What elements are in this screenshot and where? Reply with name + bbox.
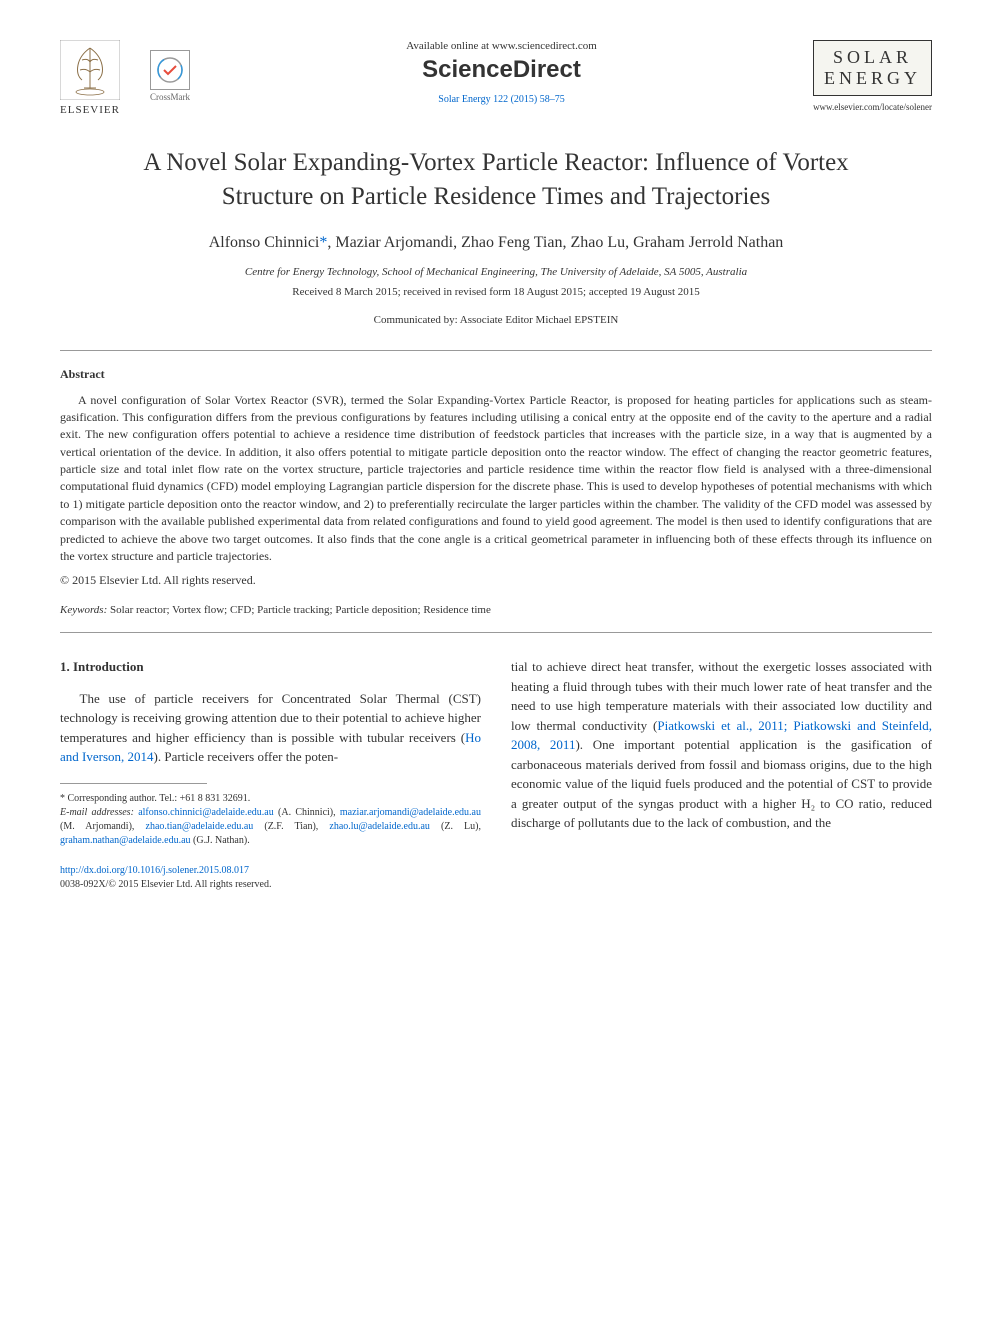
issn-copyright: 0038-092X/© 2015 Elsevier Ltd. All right… — [60, 878, 481, 892]
available-online-text: Available online at www.sciencedirect.co… — [406, 40, 597, 52]
journal-name-line2: ENERGY — [824, 68, 921, 89]
journal-url: www.elsevier.com/locate/solener — [813, 102, 932, 112]
column-right: tial to achieve direct heat transfer, wi… — [511, 657, 932, 892]
header-row: ELSEVIER CrossMark Available online at w… — [60, 40, 932, 116]
divider-bottom — [60, 632, 932, 633]
intro-para-right: tial to achieve direct heat transfer, wi… — [511, 657, 932, 833]
elsevier-logo[interactable]: ELSEVIER — [60, 40, 120, 116]
intro-text-1: The use of particle receivers for Concen… — [60, 691, 481, 745]
email-label: E-mail addresses: — [60, 807, 134, 818]
doi-block: http://dx.doi.org/10.1016/j.solener.2015… — [60, 864, 481, 892]
keywords-line: Keywords: Solar reactor; Vortex flow; CF… — [60, 604, 932, 616]
abstract-copyright: © 2015 Elsevier Ltd. All rights reserved… — [60, 573, 932, 588]
intro-para-left: The use of particle receivers for Concen… — [60, 689, 481, 767]
citation-link[interactable]: Solar Energy 122 (2015) 58–75 — [438, 94, 564, 105]
article-dates: Received 8 March 2015; received in revis… — [60, 286, 932, 298]
intro-text-2: ). Particle receivers offer the poten- — [154, 749, 339, 764]
intro-text-4: ). One important potential application i… — [511, 737, 932, 830]
sciencedirect-logo[interactable]: ScienceDirect — [422, 56, 581, 84]
footnote-separator — [60, 783, 207, 784]
elsevier-tree-icon — [60, 40, 120, 100]
abstract-heading: Abstract — [60, 367, 932, 382]
crossmark-badge[interactable]: CrossMark — [150, 50, 190, 102]
header-center: Available online at www.sciencedirect.co… — [190, 40, 813, 105]
keywords-text: Solar reactor; Vortex flow; CFD; Particl… — [107, 604, 491, 616]
elsevier-name: ELSEVIER — [60, 104, 120, 116]
section-1-heading: 1. Introduction — [60, 657, 481, 677]
abstract-body: A novel configuration of Solar Vortex Re… — [60, 392, 932, 566]
journal-name-line1: SOLAR — [824, 47, 921, 68]
column-left: 1. Introduction The use of particle rece… — [60, 657, 481, 892]
corresponding-mark[interactable]: * — [319, 234, 327, 251]
affiliation: Centre for Energy Technology, School of … — [60, 266, 932, 278]
corresponding-author-note: * Corresponding author. Tel.: +61 8 831 … — [60, 792, 481, 806]
author-1[interactable]: Alfonso Chinnici — [209, 234, 320, 251]
header-right: SOLAR ENERGY www.elsevier.com/locate/sol… — [813, 40, 932, 112]
crossmark-label: CrossMark — [150, 92, 190, 102]
communicated-by: Communicated by: Associate Editor Michae… — [60, 314, 932, 326]
divider-top — [60, 350, 932, 351]
keywords-label: Keywords: — [60, 604, 107, 616]
email-arjomandi[interactable]: maziar.arjomandi@adelaide.edu.au — [340, 807, 481, 818]
email-lu[interactable]: zhao.lu@adelaide.edu.au — [329, 821, 430, 832]
email-nathan[interactable]: graham.nathan@adelaide.edu.au — [60, 835, 191, 846]
doi-link[interactable]: http://dx.doi.org/10.1016/j.solener.2015… — [60, 865, 249, 876]
article-title: A Novel Solar Expanding-Vortex Particle … — [100, 146, 892, 214]
header-left: ELSEVIER CrossMark — [60, 40, 190, 116]
crossmark-icon — [150, 50, 190, 90]
journal-logo[interactable]: SOLAR ENERGY — [813, 40, 932, 96]
author-5[interactable]: Graham Jerrold Nathan — [633, 234, 783, 251]
body-columns: 1. Introduction The use of particle rece… — [60, 657, 932, 892]
authors-line: Alfonso Chinnici*, Maziar Arjomandi, Zha… — [60, 234, 932, 252]
author-2[interactable]: Maziar Arjomandi — [335, 234, 453, 251]
author-3[interactable]: Zhao Feng Tian — [461, 234, 562, 251]
author-4[interactable]: Zhao Lu — [570, 234, 625, 251]
email-addresses: E-mail addresses: alfonso.chinnici@adela… — [60, 806, 481, 848]
footnote-block: * Corresponding author. Tel.: +61 8 831 … — [60, 792, 481, 848]
email-tian[interactable]: zhao.tian@adelaide.edu.au — [146, 821, 254, 832]
email-chinnici[interactable]: alfonso.chinnici@adelaide.edu.au — [138, 807, 274, 818]
